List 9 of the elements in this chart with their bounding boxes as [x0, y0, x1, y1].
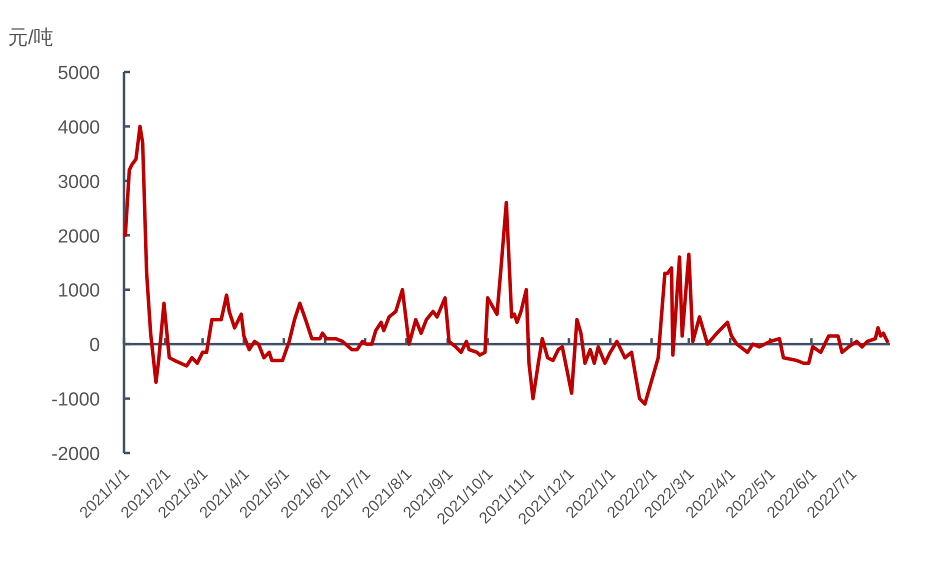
y-tick-label: 2000: [58, 226, 100, 248]
y-tick-label: -2000: [51, 444, 100, 465]
y-tick-label: 5000: [58, 63, 100, 84]
y-tick-label: 3000: [58, 172, 100, 193]
y-tick-label: 0: [89, 335, 100, 356]
y-tick-label: 4000: [58, 117, 100, 138]
y-tick-label: -1000: [51, 390, 100, 411]
y-tick-label: 1000: [58, 280, 100, 302]
y-axis-title: 元/吨: [8, 27, 54, 49]
